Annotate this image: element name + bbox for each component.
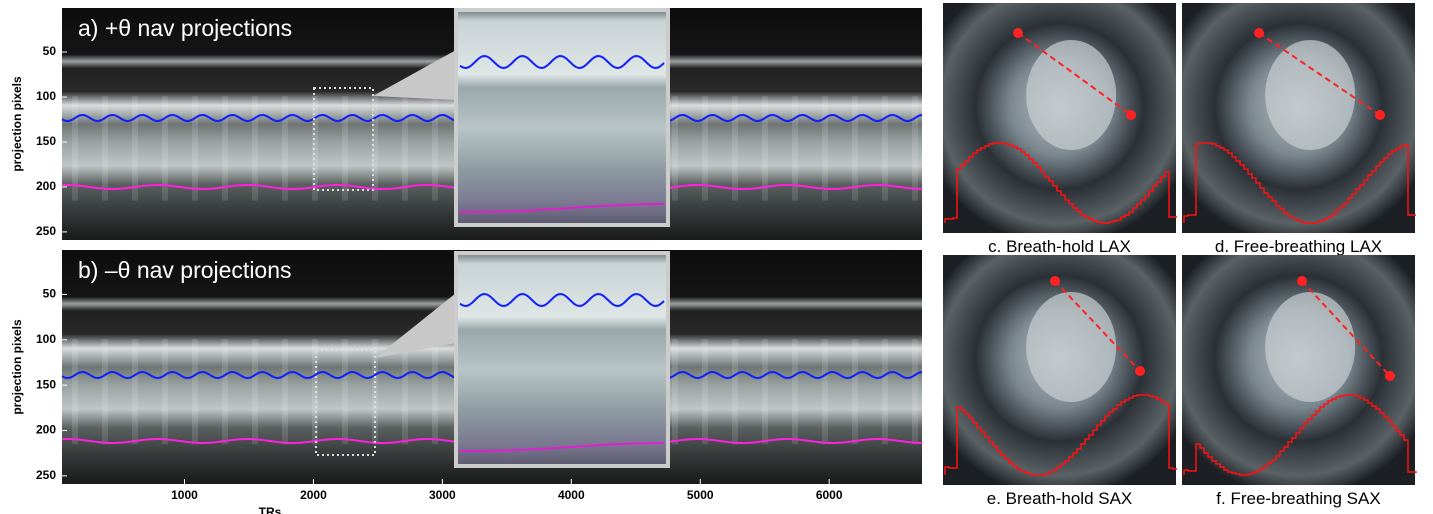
image-caption: c. Breath-hold LAX — [988, 237, 1131, 256]
y-axis-label: projection pixels — [10, 76, 24, 172]
profile-end — [1013, 28, 1023, 38]
profile-end — [1126, 110, 1136, 120]
profile-end — [1297, 276, 1307, 286]
image-caption: d. Free-breathing LAX — [1215, 237, 1382, 256]
y-axis-label: projection pixels — [10, 319, 24, 415]
profile-end — [1135, 366, 1145, 376]
x-axis-label: TRs — [259, 505, 282, 514]
intensity-profile — [1183, 142, 1416, 224]
x-tick-label: 4000 — [558, 488, 585, 502]
heart — [1265, 40, 1356, 150]
zoom-box — [313, 87, 374, 191]
profile-line — [1054, 280, 1141, 372]
intensity-profile — [1183, 394, 1417, 476]
zoom-inset — [454, 8, 670, 227]
profile-end — [1254, 28, 1264, 38]
y-tick-label: 50 — [43, 44, 57, 58]
zoom-connector — [375, 293, 456, 358]
zoom-connector — [373, 50, 456, 100]
x-tick-label: 2000 — [300, 488, 327, 502]
image-caption: e. Breath-hold SAX — [987, 489, 1133, 508]
heart — [1026, 292, 1117, 402]
inset-magenta-curve — [460, 203, 664, 213]
y-tick-label: 250 — [36, 468, 56, 482]
panel-title: b) –θ nav projections — [78, 257, 292, 283]
intensity-profile — [944, 142, 1177, 224]
profile-line — [1017, 32, 1132, 116]
intensity-profile — [944, 394, 1177, 476]
inset-blue-curve — [459, 54, 665, 70]
image-caption: f. Free-breathing SAX — [1216, 489, 1380, 508]
profile-end — [1050, 276, 1060, 286]
panel-title: a) +θ nav projections — [78, 15, 292, 41]
y-tick-label: 250 — [36, 224, 56, 238]
y-tick-label: 150 — [36, 134, 56, 148]
zoom-inset — [454, 251, 670, 468]
y-tick-label: 100 — [36, 89, 56, 103]
zoom-box — [315, 349, 376, 456]
heart — [1026, 40, 1117, 150]
x-tick-label: 3000 — [429, 488, 456, 502]
inset-magenta-curve — [460, 442, 664, 452]
y-tick-label: 150 — [36, 377, 56, 391]
profile-end — [1375, 110, 1385, 120]
y-tick-label: 50 — [43, 287, 57, 301]
y-tick-label: 100 — [36, 332, 56, 346]
profile-line — [1258, 32, 1381, 116]
y-tick-label: 200 — [36, 179, 56, 193]
x-tick-label: 1000 — [171, 488, 198, 502]
profile-end — [1385, 371, 1395, 381]
x-tick-label: 6000 — [816, 488, 843, 502]
heart — [1265, 292, 1356, 402]
x-tick-label: 5000 — [687, 488, 714, 502]
profile-line — [1301, 280, 1391, 377]
y-tick-label: 200 — [36, 423, 56, 437]
inset-blue-curve — [459, 292, 665, 308]
